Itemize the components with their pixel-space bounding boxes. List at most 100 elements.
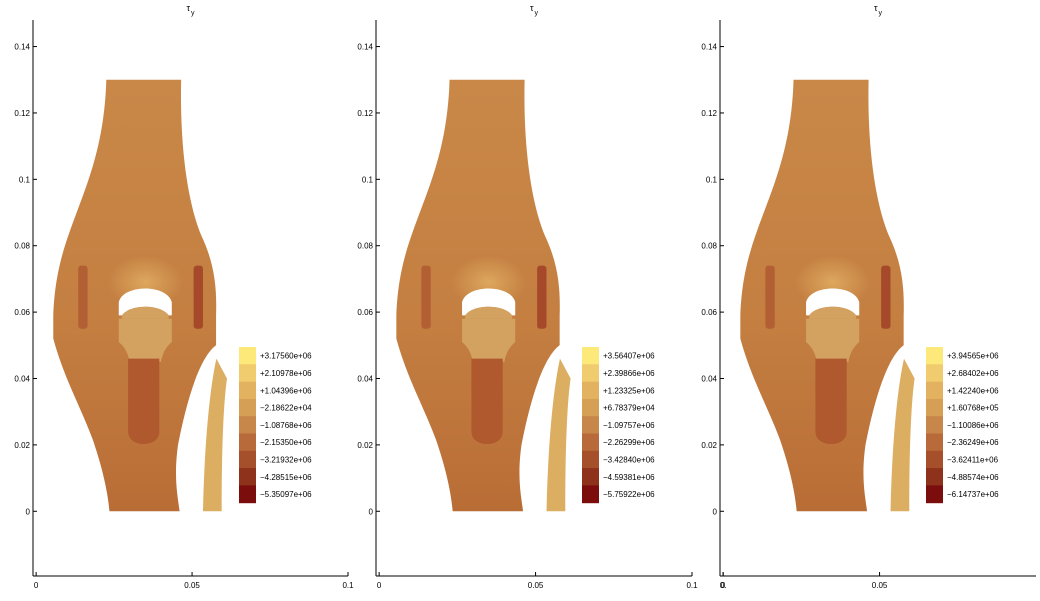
x-tick-label: 0.05 (184, 581, 200, 590)
colorbar-label: −2.36249e+06 (947, 438, 999, 447)
colorbar-swatch (926, 398, 943, 417)
colorbar-swatch (239, 398, 256, 417)
y-tick-label: 0.02 (357, 441, 373, 450)
colorbar-label: −2.18622e+04 (260, 404, 312, 413)
insert-head (806, 318, 860, 362)
y-tick-label: 0.04 (357, 374, 373, 383)
colorbar-swatch (926, 450, 943, 469)
y-tick-label: 0.08 (701, 242, 717, 251)
colorbar-swatch (239, 347, 256, 365)
lateral-strip (890, 358, 915, 512)
y-tick-label: 0 (26, 507, 31, 516)
x-tick-label: 0 (721, 581, 726, 590)
y-tick-label: 0.02 (14, 441, 30, 450)
colorbar-label: −6.14737e+06 (947, 490, 999, 499)
y-tick-label: 0.1 (19, 175, 31, 184)
colorbar-label: −2.15350e+06 (260, 438, 312, 447)
colorbar-label: −5.35097e+06 (260, 490, 312, 499)
colorbar-label: −3.42840e+06 (603, 455, 655, 464)
colorbar-label: −4.88574e+06 (947, 473, 999, 482)
y-tick-label: 0.14 (14, 43, 30, 52)
insert-head (462, 318, 516, 362)
left-slot (421, 265, 431, 329)
colorbar-swatch (582, 381, 599, 400)
y-tick-label: 0.02 (701, 441, 717, 450)
y-tick-label: 0 (713, 507, 718, 516)
colorbar-label: +6.78379e+04 (603, 404, 655, 413)
right-slot (193, 265, 203, 329)
colorbar: +3.17560e+06 +2.10978e+06 +1.04396e+06 −2.1… (239, 347, 312, 504)
colorbar-swatch (926, 364, 943, 383)
chart-title-symbol: τ (186, 3, 190, 13)
insert-stem (471, 358, 503, 445)
colorbar-label: +3.17560e+06 (260, 352, 312, 361)
y-tick-label: 0.04 (14, 374, 30, 383)
colorbar-label: +1.60768e+05 (947, 404, 999, 413)
colorbar-swatch (239, 416, 256, 434)
y-tick-label: 0.12 (14, 109, 30, 118)
stress-field (53, 79, 227, 512)
chart-panel-3: τy 0 0.02 0.04 0.06 0.08 0.1 0.12 0.14 0 0.05 0. +3.… (701, 3, 1036, 590)
chart-title: τy (186, 3, 195, 17)
y-tick-label: 0.12 (701, 109, 717, 118)
colorbar-swatch (582, 347, 599, 365)
right-slot (537, 265, 547, 329)
y-tick-label: 0.14 (701, 43, 717, 52)
colorbar-label: +3.94565e+06 (947, 352, 999, 361)
chart-title: τy (874, 3, 883, 17)
chart-title-subscript: y (879, 10, 883, 17)
colorbar-swatch (926, 468, 943, 486)
colorbar-label: −2.26299e+06 (603, 438, 655, 447)
colorbar-label: +2.10978e+06 (260, 369, 312, 378)
colorbar-label: −4.59381e+06 (603, 473, 655, 482)
y-tick-label: 0.06 (701, 308, 717, 317)
insert-stem (815, 358, 847, 445)
colorbar-label: +1.04396e+06 (260, 386, 312, 395)
y-tick-label: 0.06 (357, 308, 373, 317)
arch-top (121, 306, 169, 319)
chart-title-subscript: y (191, 10, 195, 17)
colorbar-swatch (582, 398, 599, 417)
colorbar-label: −5.75922e+06 (603, 490, 655, 499)
y-tick-label: 0.06 (14, 308, 30, 317)
y-tick-label: 0.1 (706, 175, 718, 184)
colorbar-label: −4.28515e+06 (260, 473, 312, 482)
chart-title: τy (530, 3, 539, 17)
right-slot (881, 265, 891, 329)
colorbar-label: +2.68402e+06 (947, 369, 999, 378)
colorbar-swatch (926, 381, 943, 400)
colorbar-swatch (239, 468, 256, 486)
colorbar-swatch (582, 433, 599, 452)
stress-field (740, 79, 915, 512)
x-tick-label: 0 (34, 581, 39, 590)
arch-top (465, 306, 513, 319)
chart-title-symbol: τ (874, 3, 878, 13)
colorbar-swatch (582, 468, 599, 486)
colorbar-swatch (926, 433, 943, 452)
y-tick-label: 0 (369, 507, 374, 516)
colorbar-label: −1.09757e+06 (603, 421, 655, 430)
x-tick-label: 0.1 (686, 581, 698, 590)
lateral-strip (546, 358, 571, 512)
y-tick-label: 0.04 (701, 374, 717, 383)
x-tick-label: 0.05 (528, 581, 544, 590)
colorbar-swatch (926, 347, 943, 365)
insert-stem (128, 358, 160, 445)
arch-gap (118, 288, 172, 316)
y-tick-label: 0.1 (362, 175, 374, 184)
chart-title-subscript: y (535, 10, 539, 17)
colorbar-swatch (239, 381, 256, 400)
colorbar-swatch (926, 485, 943, 504)
y-tick-label: 0.08 (14, 242, 30, 251)
left-slot (78, 265, 88, 329)
arch-gap (462, 288, 516, 316)
colorbar-swatch (926, 416, 943, 434)
x-tick-label: 0 (377, 581, 382, 590)
x-tick-label: 0.1 (342, 581, 354, 590)
colorbar-label: −1.08768e+06 (260, 421, 312, 430)
x-tick-label: 0.05 (872, 581, 888, 590)
colorbar-swatch (582, 364, 599, 383)
colorbar: +3.94565e+06 +2.68402e+06 +1.42240e+06 +1.6… (926, 347, 999, 504)
colorbar-swatch (582, 450, 599, 469)
